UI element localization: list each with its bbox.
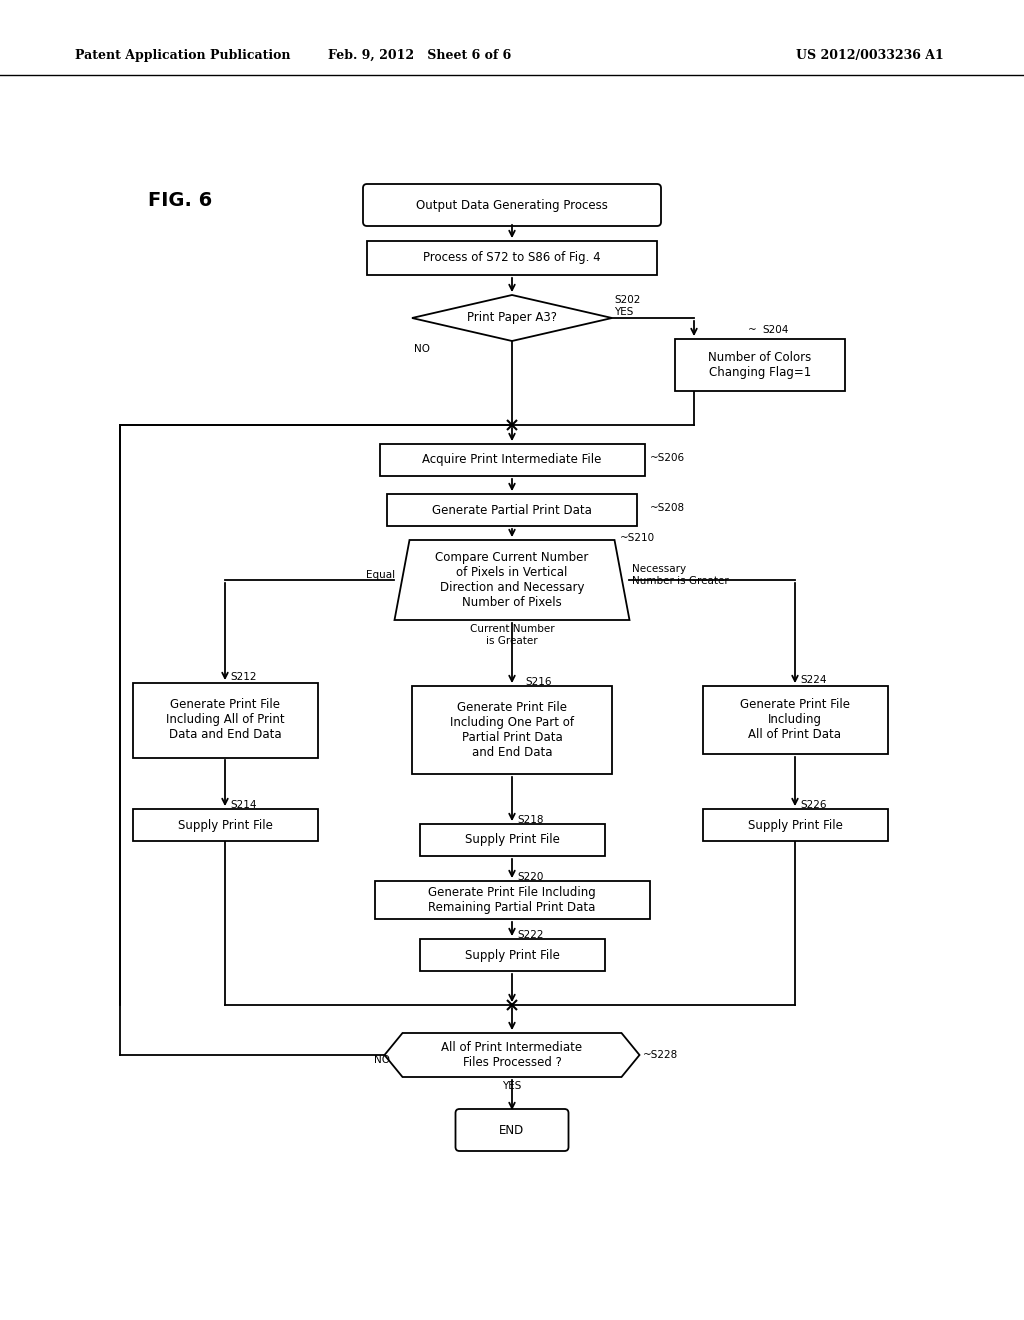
Text: Patent Application Publication: Patent Application Publication — [75, 49, 291, 62]
Bar — [412, 686, 612, 774]
Bar — [380, 444, 644, 477]
Text: Supply Print File: Supply Print File — [748, 818, 843, 832]
Text: Current Number
is Greater: Current Number is Greater — [470, 624, 554, 645]
Text: ~S210: ~S210 — [620, 533, 655, 543]
Text: Generate Partial Print Data: Generate Partial Print Data — [432, 503, 592, 516]
Text: Necessary
Number is Greater: Necessary Number is Greater — [632, 564, 729, 586]
Text: ~S206: ~S206 — [650, 453, 685, 463]
Text: S204: S204 — [762, 325, 788, 335]
Text: Generate Print File
Including All of Print
Data and End Data: Generate Print File Including All of Pri… — [166, 698, 285, 742]
Bar — [375, 880, 649, 919]
Bar — [132, 809, 317, 841]
Text: Feb. 9, 2012   Sheet 6 of 6: Feb. 9, 2012 Sheet 6 of 6 — [329, 49, 512, 62]
Text: S212: S212 — [230, 672, 256, 682]
Text: S214: S214 — [230, 800, 256, 810]
Text: US 2012/0033236 A1: US 2012/0033236 A1 — [796, 49, 944, 62]
Text: Process of S72 to S86 of Fig. 4: Process of S72 to S86 of Fig. 4 — [423, 252, 601, 264]
Text: ~S228: ~S228 — [643, 1049, 678, 1060]
Polygon shape — [384, 1034, 640, 1077]
Text: S226: S226 — [800, 800, 826, 810]
Text: ~S208: ~S208 — [650, 503, 685, 513]
Bar — [702, 686, 888, 754]
Text: Print Paper A3?: Print Paper A3? — [467, 312, 557, 325]
Text: S202: S202 — [614, 294, 640, 305]
Text: All of Print Intermediate
Files Processed ?: All of Print Intermediate Files Processe… — [441, 1041, 583, 1069]
Text: Equal: Equal — [366, 570, 395, 579]
Text: S222: S222 — [517, 931, 544, 940]
Bar — [702, 809, 888, 841]
Bar — [420, 939, 604, 972]
FancyBboxPatch shape — [456, 1109, 568, 1151]
Text: YES: YES — [614, 308, 634, 317]
Text: END: END — [500, 1123, 524, 1137]
Text: Generate Print File
Including One Part of
Partial Print Data
and End Data: Generate Print File Including One Part o… — [450, 701, 574, 759]
Text: S216: S216 — [525, 677, 552, 686]
Text: S220: S220 — [517, 873, 544, 882]
Bar — [132, 682, 317, 758]
Polygon shape — [394, 540, 630, 620]
Text: S218: S218 — [517, 814, 544, 825]
Text: FIG. 6: FIG. 6 — [148, 190, 212, 210]
Text: Supply Print File: Supply Print File — [465, 949, 559, 961]
Text: Acquire Print Intermediate File: Acquire Print Intermediate File — [422, 454, 602, 466]
Bar — [675, 339, 845, 391]
Bar — [420, 824, 604, 855]
Text: NO: NO — [374, 1055, 390, 1065]
Text: Generate Print File
Including
All of Print Data: Generate Print File Including All of Pri… — [740, 698, 850, 742]
Text: Output Data Generating Process: Output Data Generating Process — [416, 198, 608, 211]
FancyBboxPatch shape — [362, 183, 662, 226]
Text: Number of Colors
Changing Flag=1: Number of Colors Changing Flag=1 — [709, 351, 812, 379]
Text: NO: NO — [414, 345, 430, 354]
Text: ~: ~ — [749, 325, 757, 335]
Bar — [387, 494, 637, 525]
Text: Supply Print File: Supply Print File — [177, 818, 272, 832]
Text: YES: YES — [503, 1081, 521, 1092]
Text: Generate Print File Including
Remaining Partial Print Data: Generate Print File Including Remaining … — [428, 886, 596, 913]
Bar — [367, 242, 657, 275]
Polygon shape — [412, 294, 612, 341]
Text: Compare Current Number
of Pixels in Vertical
Direction and Necessary
Number of P: Compare Current Number of Pixels in Vert… — [435, 550, 589, 609]
Text: Supply Print File: Supply Print File — [465, 833, 559, 846]
Text: S224: S224 — [800, 675, 826, 685]
